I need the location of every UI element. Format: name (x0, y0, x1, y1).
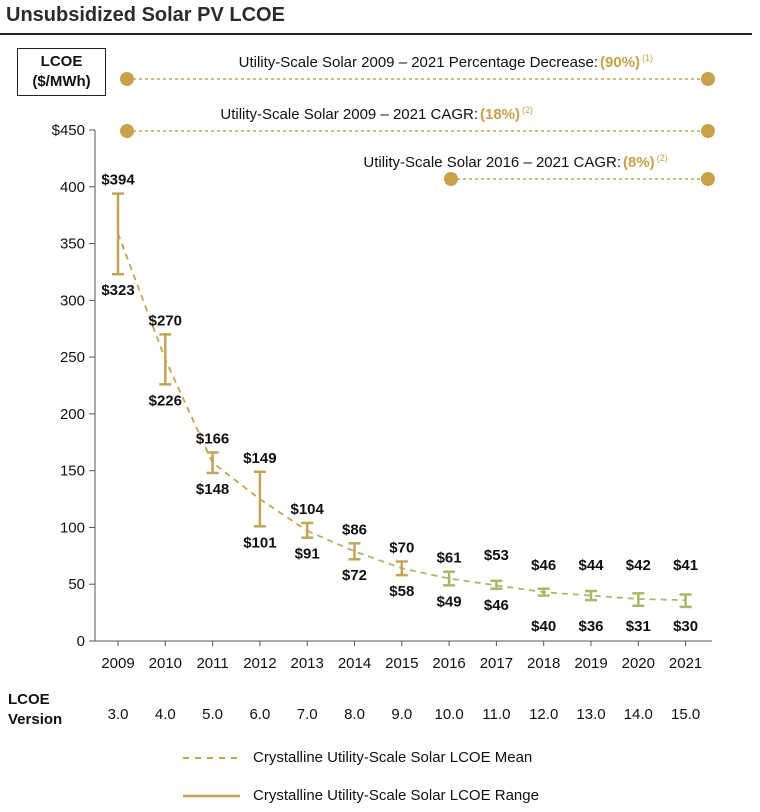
annotation-footnote: (1) (642, 53, 653, 63)
version-value: 12.0 (529, 706, 559, 723)
data-label-low: $226 (149, 392, 182, 409)
x-tick-label: 2021 (669, 655, 702, 672)
data-label-high: $394 (101, 172, 135, 189)
x-tick-label: 2013 (291, 655, 324, 672)
y-tick-label: 100 (60, 519, 85, 536)
data-label-low: $91 (295, 546, 320, 563)
x-tick-label: 2019 (574, 655, 607, 672)
y-tick-label: 150 (60, 463, 85, 480)
data-label-high: $61 (437, 550, 462, 567)
data-label-low: $323 (101, 282, 134, 299)
data-label-low: $40 (531, 618, 556, 635)
x-tick-label: 2017 (480, 655, 513, 672)
annotation-label: Utility-Scale Solar 2016 – 2021 CAGR: (363, 154, 621, 171)
x-tick-label: 2012 (243, 655, 276, 672)
data-label-high: $46 (531, 557, 556, 574)
x-tick-label: 2016 (432, 655, 465, 672)
annotation-dot-start (120, 72, 134, 86)
data-label-high: $53 (484, 547, 509, 564)
annotation-dot-start (120, 124, 134, 138)
legend-range-label: Crystalline Utility-Scale Solar LCOE Ran… (253, 787, 539, 804)
version-label-line1: LCOE (8, 691, 50, 708)
annotation-footnote: (2) (657, 153, 668, 163)
version-value: 8.0 (344, 706, 365, 723)
version-value: 4.0 (154, 706, 176, 723)
y-tick-label: 300 (60, 292, 85, 309)
data-label-low: $46 (484, 597, 509, 614)
data-label-high: $41 (673, 557, 698, 574)
y-tick-label: $450 (52, 122, 85, 139)
version-value: 7.0 (296, 706, 318, 723)
data-label-low: $148 (196, 481, 229, 498)
y-tick-label: 350 (60, 236, 85, 253)
x-tick-label: 2018 (527, 655, 560, 672)
version-value: 14.0 (623, 706, 653, 723)
y-tick-label: 250 (60, 349, 85, 366)
y-tick-label: 400 (60, 179, 85, 196)
version-value: 10.0 (434, 706, 464, 723)
y-tick-label: 50 (68, 576, 85, 593)
x-tick-label: 2011 (196, 655, 228, 672)
data-label-high: $104 (291, 501, 325, 518)
annotation-value: (18%) (480, 106, 520, 123)
annotation-value: (90%) (600, 54, 640, 71)
title-divider (0, 33, 752, 35)
y-axis-label-line2: ($/MWh) (32, 73, 91, 90)
annotation-label: Utility-Scale Solar 2009 – 2021 Percenta… (239, 54, 598, 71)
version-label-line2: Version (8, 711, 63, 728)
annotation-dot-end (701, 72, 715, 86)
data-label-low: $30 (673, 618, 698, 635)
x-tick-label: 2020 (622, 655, 655, 672)
version-value: 15.0 (670, 706, 701, 723)
version-value: 13.0 (576, 706, 606, 723)
annotation-value: (8%) (623, 154, 655, 171)
mean-series-line (306, 530, 686, 602)
x-tick-label: 2010 (149, 655, 182, 672)
y-axis-label-line1: LCOE (40, 53, 83, 70)
annotation-dot-start (444, 172, 458, 186)
legend-mean-label: Crystalline Utility-Scale Solar LCOE Mea… (253, 749, 533, 766)
y-tick-label: 0 (77, 633, 85, 650)
data-label-high: $42 (626, 557, 651, 574)
data-label-high: $149 (243, 450, 276, 467)
version-value: 5.0 (202, 706, 224, 723)
data-label-high: $44 (578, 557, 604, 574)
annotation-label: Utility-Scale Solar 2009 – 2021 CAGR: (220, 106, 478, 123)
data-label-high: $166 (196, 430, 229, 447)
x-tick-label: 2009 (101, 655, 134, 672)
data-label-low: $36 (578, 618, 603, 635)
data-label-low: $49 (437, 593, 462, 610)
data-label-low: $72 (342, 567, 367, 584)
version-value: 11.0 (482, 706, 511, 723)
data-label-high: $270 (149, 312, 182, 329)
annotation-footnote: (2) (522, 105, 533, 115)
data-label-high: $70 (389, 540, 414, 557)
version-value: 3.0 (107, 706, 129, 723)
data-label-low: $31 (626, 618, 651, 635)
x-tick-label: 2014 (338, 655, 371, 672)
data-label-high: $86 (342, 521, 367, 538)
version-value: 9.0 (391, 706, 413, 723)
y-tick-label: 200 (60, 406, 85, 423)
data-label-low: $58 (389, 583, 414, 600)
y-axis-label-box: LCOE ($/MWh) (17, 48, 106, 96)
chart-title: Unsubsidized Solar PV LCOE (6, 4, 285, 26)
version-label: LCOE Version (8, 690, 62, 730)
data-label-low: $101 (243, 534, 276, 551)
annotation-dot-end (701, 124, 715, 138)
mean-series-line (117, 233, 308, 532)
x-tick-label: 2015 (385, 655, 418, 672)
annotation-dot-end (701, 172, 715, 186)
version-value: 6.0 (249, 706, 271, 723)
